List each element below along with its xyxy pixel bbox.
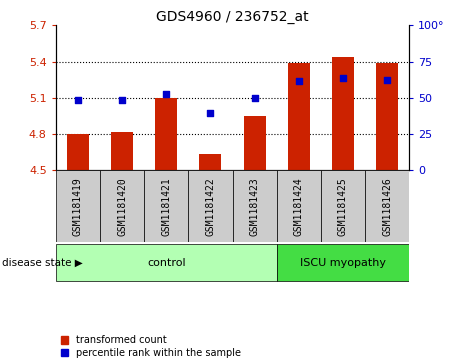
FancyBboxPatch shape [144, 170, 188, 242]
Point [339, 76, 346, 81]
FancyBboxPatch shape [365, 170, 409, 242]
Text: GSM1181422: GSM1181422 [206, 177, 215, 236]
Text: GSM1181421: GSM1181421 [161, 177, 171, 236]
FancyBboxPatch shape [56, 245, 277, 281]
FancyBboxPatch shape [188, 170, 232, 242]
Text: GSM1181420: GSM1181420 [117, 177, 127, 236]
FancyBboxPatch shape [100, 170, 144, 242]
Text: GSM1181419: GSM1181419 [73, 177, 83, 236]
Bar [111, 131, 133, 170]
Point [383, 77, 391, 82]
FancyBboxPatch shape [232, 170, 277, 242]
Bar [199, 154, 221, 170]
Text: GSM1181425: GSM1181425 [338, 177, 348, 236]
Bar [67, 134, 89, 170]
FancyBboxPatch shape [56, 170, 100, 242]
FancyBboxPatch shape [277, 170, 321, 242]
Bar [155, 98, 177, 170]
Title: GDS4960 / 236752_at: GDS4960 / 236752_at [156, 11, 309, 24]
FancyBboxPatch shape [321, 170, 365, 242]
Text: GSM1181423: GSM1181423 [250, 177, 259, 236]
Bar [376, 63, 398, 170]
Text: GSM1181426: GSM1181426 [382, 177, 392, 236]
Point [74, 97, 82, 103]
Bar [332, 57, 354, 170]
Text: disease state ▶: disease state ▶ [2, 258, 83, 268]
Bar [244, 116, 266, 170]
FancyBboxPatch shape [277, 245, 409, 281]
Text: GSM1181424: GSM1181424 [294, 177, 304, 236]
Point [162, 91, 170, 97]
Point [118, 97, 126, 103]
Point [206, 110, 214, 116]
Bar [288, 63, 310, 170]
Legend: transformed count, percentile rank within the sample: transformed count, percentile rank withi… [60, 335, 241, 358]
Text: control: control [147, 258, 186, 268]
Point [251, 95, 259, 101]
Point [295, 78, 302, 84]
Text: ISCU myopathy: ISCU myopathy [300, 258, 386, 268]
